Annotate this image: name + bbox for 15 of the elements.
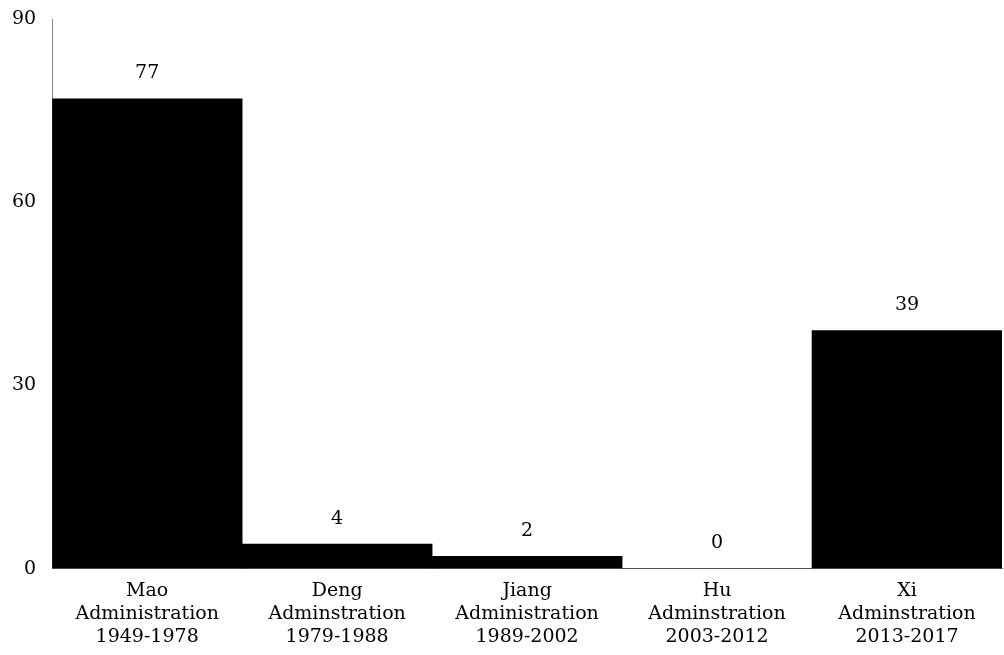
y-tick-label: 30 (11, 372, 37, 395)
data-label: 4 (331, 505, 344, 528)
data-label: 2 (521, 517, 534, 540)
y-tick-label: 90 (11, 6, 37, 29)
x-tick-label: Jiang Administration 1989-2002 (454, 577, 599, 646)
x-tick-label: Deng Adminstration 1979-1988 (267, 577, 406, 646)
y-tick-label: 0 (24, 555, 37, 578)
bar (811, 330, 1002, 569)
y-tick-label: 60 (11, 189, 37, 212)
x-tick-label: Xi Adminstration 2013-2017 (837, 577, 976, 646)
x-tick-label: Hu Adminstration 2003-2012 (647, 577, 786, 646)
data-label: 77 (135, 60, 160, 83)
data-label: 0 (711, 530, 724, 553)
data-label: 39 (894, 292, 920, 315)
x-tick-label: Mao Administration 1949-1978 (74, 577, 219, 646)
